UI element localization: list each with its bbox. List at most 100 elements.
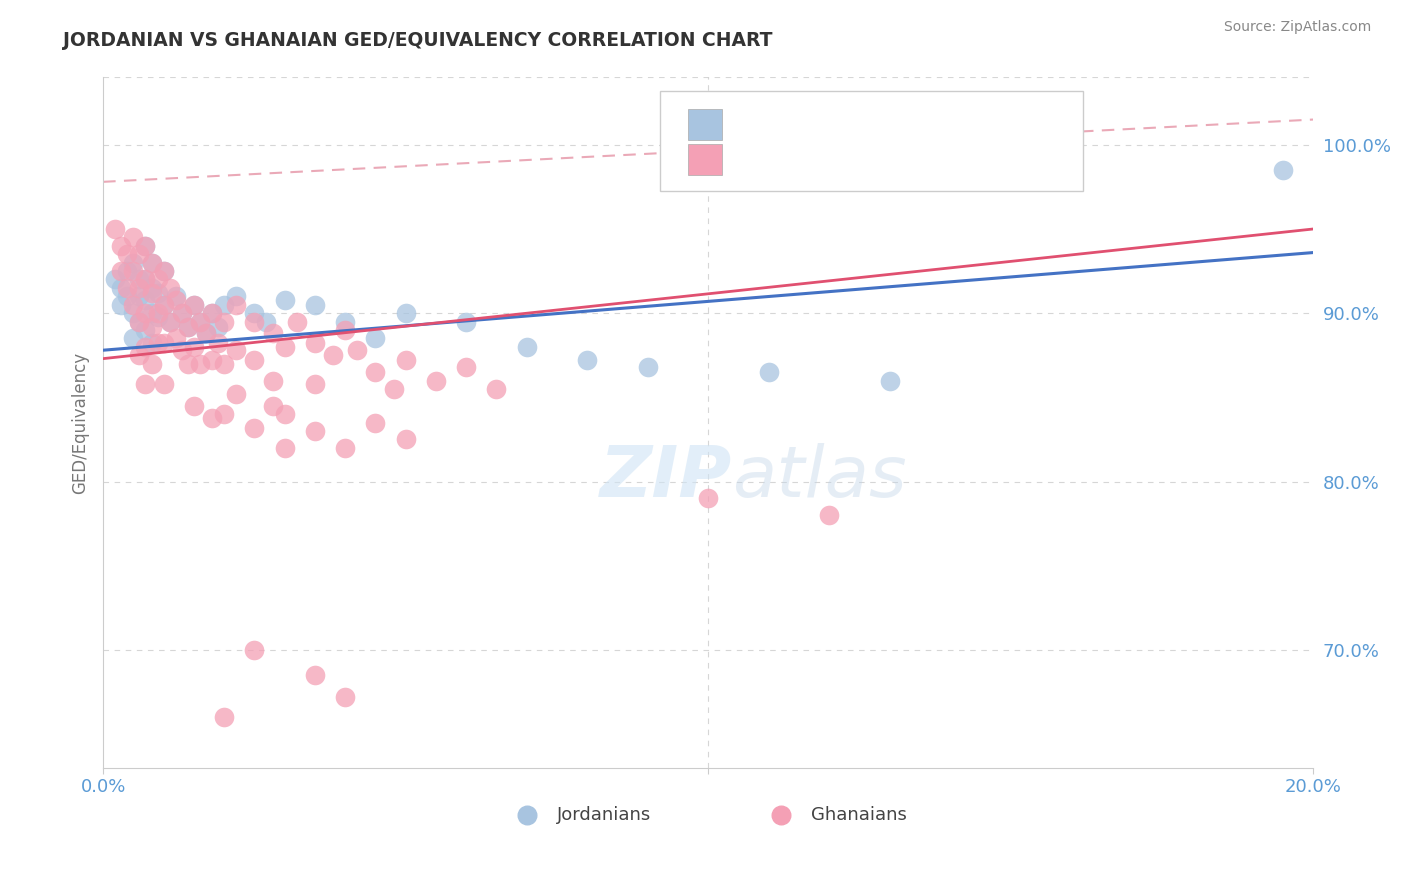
Point — [346, 343, 368, 358]
Point — [122, 255, 145, 269]
Point — [364, 365, 387, 379]
Point — [304, 424, 326, 438]
Point — [122, 264, 145, 278]
Point — [128, 348, 150, 362]
Point — [117, 247, 139, 261]
Point — [122, 306, 145, 320]
Point — [134, 272, 156, 286]
Point — [122, 298, 145, 312]
Point — [243, 315, 266, 329]
Point — [134, 340, 156, 354]
Point — [637, 359, 659, 374]
Point — [212, 315, 235, 329]
Point — [152, 264, 174, 278]
Point — [304, 336, 326, 351]
Text: Jordanians: Jordanians — [557, 805, 651, 823]
Point — [110, 264, 132, 278]
Point — [333, 690, 356, 704]
Point — [225, 387, 247, 401]
Point — [183, 298, 205, 312]
Point — [207, 336, 229, 351]
Point — [170, 343, 193, 358]
Point — [141, 319, 163, 334]
Point — [141, 357, 163, 371]
Point — [195, 326, 218, 341]
Text: Source: ZipAtlas.com: Source: ZipAtlas.com — [1223, 20, 1371, 34]
Point — [183, 298, 205, 312]
Point — [382, 382, 405, 396]
Point — [364, 331, 387, 345]
Point — [177, 357, 200, 371]
Point — [304, 376, 326, 391]
Point — [159, 281, 181, 295]
Point — [128, 281, 150, 295]
Point — [395, 306, 418, 320]
Point — [201, 353, 224, 368]
Point — [212, 407, 235, 421]
Point — [201, 306, 224, 320]
Point — [128, 315, 150, 329]
Point — [262, 399, 284, 413]
Point — [110, 298, 132, 312]
Text: atlas: atlas — [733, 443, 907, 512]
Point — [128, 272, 150, 286]
Point — [425, 374, 447, 388]
FancyBboxPatch shape — [688, 145, 721, 176]
Point — [152, 298, 174, 312]
Text: ZIP: ZIP — [600, 443, 733, 512]
Point — [212, 357, 235, 371]
Y-axis label: GED/Equivalency: GED/Equivalency — [72, 351, 89, 493]
Point — [485, 382, 508, 396]
Point — [122, 331, 145, 345]
Point — [273, 340, 295, 354]
Point — [697, 491, 720, 506]
Point — [758, 365, 780, 379]
Point — [456, 315, 478, 329]
Point — [134, 239, 156, 253]
Point — [273, 293, 295, 307]
Point — [1272, 163, 1295, 178]
Point — [188, 315, 211, 329]
Point — [159, 315, 181, 329]
Point — [188, 357, 211, 371]
Point — [134, 272, 156, 286]
Point — [456, 359, 478, 374]
Point — [516, 340, 538, 354]
Point — [110, 281, 132, 295]
Point — [110, 239, 132, 253]
Point — [225, 298, 247, 312]
Point — [141, 255, 163, 269]
Point — [225, 289, 247, 303]
Point — [134, 239, 156, 253]
Point — [134, 376, 156, 391]
Text: R = 0.263   N = 83: R = 0.263 N = 83 — [741, 151, 918, 169]
Point — [146, 285, 169, 300]
Point — [364, 416, 387, 430]
Point — [183, 399, 205, 413]
Point — [225, 343, 247, 358]
Point — [141, 255, 163, 269]
Text: Ghanaians: Ghanaians — [811, 805, 907, 823]
Point — [183, 340, 205, 354]
Point — [212, 298, 235, 312]
Point — [146, 310, 169, 324]
Point — [117, 281, 139, 295]
Point — [395, 433, 418, 447]
FancyBboxPatch shape — [688, 109, 721, 139]
Point — [243, 353, 266, 368]
Point — [576, 353, 599, 368]
Point — [141, 281, 163, 295]
Point — [201, 410, 224, 425]
Point — [122, 230, 145, 244]
Point — [333, 441, 356, 455]
Point — [104, 272, 127, 286]
Text: JORDANIAN VS GHANAIAN GED/EQUIVALENCY CORRELATION CHART: JORDANIAN VS GHANAIAN GED/EQUIVALENCY CO… — [63, 31, 773, 50]
Point — [395, 353, 418, 368]
Point — [333, 323, 356, 337]
Point — [256, 315, 278, 329]
Point — [134, 293, 156, 307]
Point — [141, 336, 163, 351]
Point — [304, 668, 326, 682]
Point — [146, 272, 169, 286]
Point — [273, 407, 295, 421]
